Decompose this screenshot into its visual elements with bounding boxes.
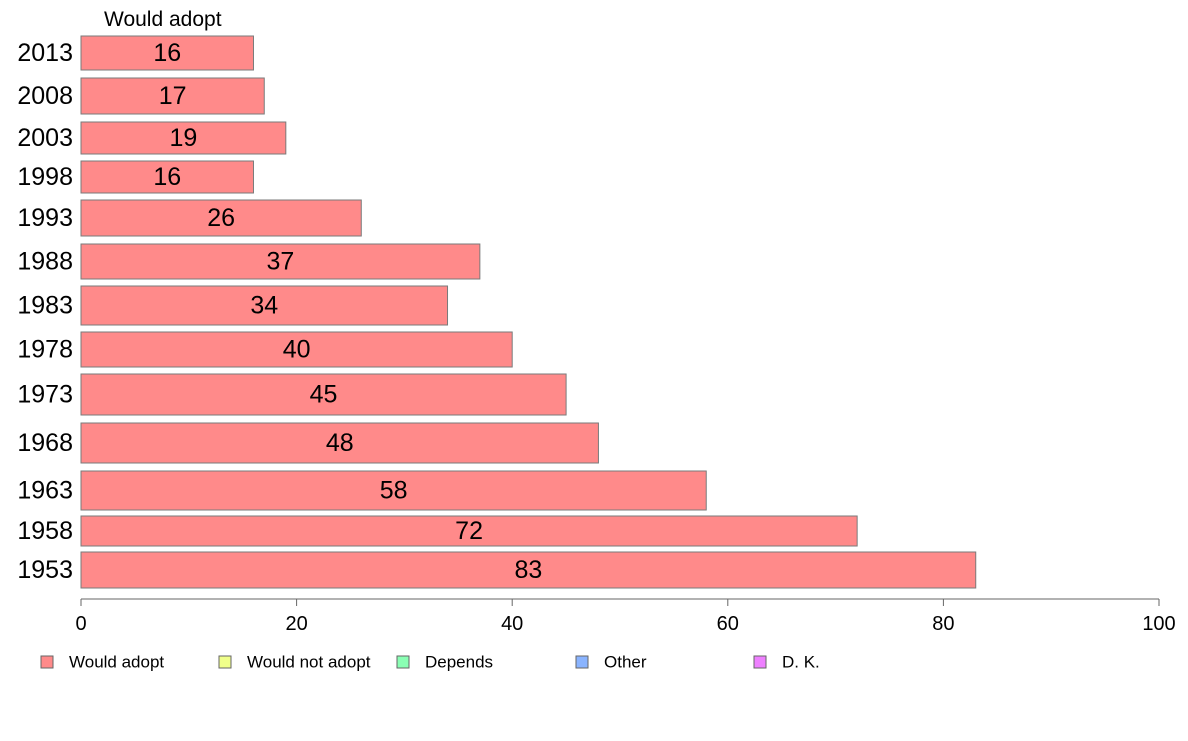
category-label-1968: 1968 bbox=[17, 429, 73, 457]
bar-value-label-1978: 40 bbox=[283, 336, 311, 364]
x-tick-label-80: 80 bbox=[932, 613, 954, 635]
legend-label-0: Would adopt bbox=[69, 653, 164, 672]
x-tick-label-40: 40 bbox=[501, 613, 523, 635]
bar-value-label-1983: 34 bbox=[250, 292, 278, 320]
bar-value-label-1968: 48 bbox=[326, 429, 354, 457]
bar-1958 bbox=[80, 515, 858, 547]
bar-2008 bbox=[80, 77, 265, 115]
x-tick-label-100: 100 bbox=[1142, 613, 1175, 635]
bar-2003 bbox=[80, 121, 287, 155]
bar-value-label-2003: 19 bbox=[170, 124, 198, 152]
legend-swatch-3 bbox=[575, 655, 589, 669]
legend-label-1: Would not adopt bbox=[247, 653, 371, 672]
bar-1968 bbox=[80, 422, 599, 464]
category-label-1993: 1993 bbox=[17, 204, 73, 232]
bar-1978 bbox=[80, 331, 513, 368]
series-header: Would adopt bbox=[104, 8, 222, 31]
bar-value-label-1953: 83 bbox=[514, 556, 542, 584]
legend-label-3: Other bbox=[604, 653, 647, 672]
bar-value-label-1993: 26 bbox=[207, 204, 235, 232]
legend-label-4: D. K. bbox=[782, 653, 820, 672]
bar-value-label-2008: 17 bbox=[159, 82, 187, 110]
category-label-1988: 1988 bbox=[17, 248, 73, 276]
category-label-2003: 2003 bbox=[17, 124, 73, 152]
bar-value-label-2013: 16 bbox=[153, 39, 181, 67]
bar-value-label-1963: 58 bbox=[380, 477, 408, 505]
bar-1963 bbox=[80, 470, 707, 511]
category-label-1953: 1953 bbox=[17, 556, 73, 584]
legend: Would adopt Would not adopt Depends Other D.… bbox=[40, 653, 820, 672]
bar-value-label-1958: 72 bbox=[455, 517, 483, 545]
bar-1983 bbox=[80, 285, 449, 326]
bars-layer: 16 2013 17 2008 19 2003 16 1998 26 1993 37 1988 34 19… bbox=[17, 35, 977, 589]
category-label-1978: 1978 bbox=[17, 336, 73, 364]
bar-1973 bbox=[80, 373, 567, 416]
bar-value-label-1973: 45 bbox=[310, 381, 338, 409]
category-label-1963: 1963 bbox=[17, 477, 73, 505]
legend-label-2: Depends bbox=[425, 653, 493, 672]
category-label-1998: 1998 bbox=[17, 163, 73, 191]
legend-swatch-1 bbox=[218, 655, 232, 669]
x-tick-label-60: 60 bbox=[717, 613, 739, 635]
legend-swatch-0 bbox=[40, 655, 54, 669]
bar-1988 bbox=[80, 243, 481, 280]
bar-value-label-1998: 16 bbox=[153, 163, 181, 191]
x-axis: 0 20 40 60 80 100 bbox=[75, 598, 1176, 635]
category-label-1973: 1973 bbox=[17, 381, 73, 409]
category-label-1958: 1958 bbox=[17, 517, 73, 545]
category-label-2008: 2008 bbox=[17, 82, 73, 110]
category-label-1983: 1983 bbox=[17, 292, 73, 320]
legend-swatch-4 bbox=[753, 655, 767, 669]
bar-1953 bbox=[80, 551, 977, 589]
x-tick-label-20: 20 bbox=[285, 613, 307, 635]
bar-1993 bbox=[80, 199, 362, 237]
x-tick-label-0: 0 bbox=[75, 613, 86, 635]
legend-swatch-2 bbox=[396, 655, 410, 669]
category-label-2013: 2013 bbox=[17, 39, 73, 67]
bar-1998 bbox=[80, 160, 254, 194]
bar-value-label-1988: 37 bbox=[267, 248, 295, 276]
bar-2013 bbox=[80, 35, 254, 71]
